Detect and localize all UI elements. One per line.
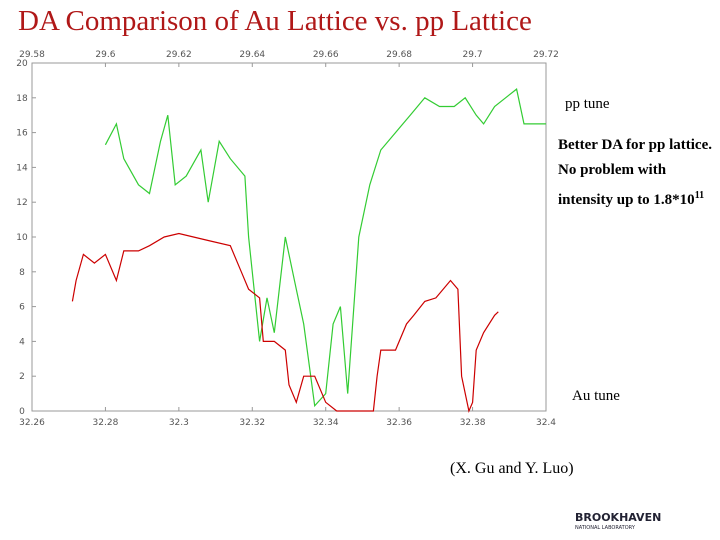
- plot-frame: [31, 62, 547, 412]
- note: Better DA for pp lattice. No problem wit…: [558, 133, 718, 213]
- credit: (X. Gu and Y. Luo): [450, 460, 574, 477]
- logo: BROOKHAVEN: [575, 511, 661, 524]
- x-tick-label: 32.26: [19, 418, 45, 428]
- series-label: pp tune: [565, 96, 610, 112]
- series-line: [71, 232, 499, 413]
- x-tick-label: 32.36: [386, 418, 412, 428]
- y-tick-label: 0: [19, 407, 25, 417]
- slide-title: DA Comparison of Au Lattice vs. pp Latti…: [18, 5, 532, 37]
- series-label: Au tune: [572, 388, 620, 404]
- y-tick-label: 4: [19, 337, 25, 347]
- x-tick-label: 32.38: [460, 418, 486, 428]
- x2-tick-label: 29.62: [166, 50, 192, 60]
- note-exponent: 11: [694, 190, 705, 201]
- x2-tick-label: 29.66: [313, 50, 339, 60]
- x2-tick-label: 29.58: [19, 50, 45, 60]
- y-tick-label: 18: [16, 94, 28, 104]
- x2-tick-label: 29.6: [95, 50, 115, 60]
- y-tick-label: 6: [19, 303, 25, 313]
- x2-tick-label: 29.7: [463, 50, 483, 60]
- x-tick-label: 32.28: [93, 418, 119, 428]
- note-text: Better DA for pp lattice. No problem wit…: [558, 137, 712, 208]
- x-tick-label: 32.32: [239, 418, 265, 428]
- x2-tick-label: 29.72: [533, 50, 559, 60]
- y-tick-label: 12: [16, 198, 27, 208]
- y-tick-label: 20: [16, 59, 28, 69]
- y-tick-label: 14: [16, 163, 28, 173]
- x2-tick-label: 29.68: [386, 50, 412, 60]
- x2-tick-label: 29.64: [239, 50, 265, 60]
- y-tick-label: 2: [19, 372, 25, 382]
- x-tick-label: 32.3: [169, 418, 189, 428]
- x-tick-label: 32.4: [536, 418, 556, 428]
- series-line: [104, 88, 546, 408]
- y-tick-label: 16: [16, 129, 28, 139]
- x-tick-label: 32.34: [313, 418, 339, 428]
- note-box: Better DA for pp lattice. No problem wit…: [558, 133, 718, 213]
- y-tick-label: 8: [19, 268, 25, 278]
- logo-sub: NATIONAL LABORATORY: [575, 525, 636, 531]
- y-tick-label: 10: [16, 233, 28, 243]
